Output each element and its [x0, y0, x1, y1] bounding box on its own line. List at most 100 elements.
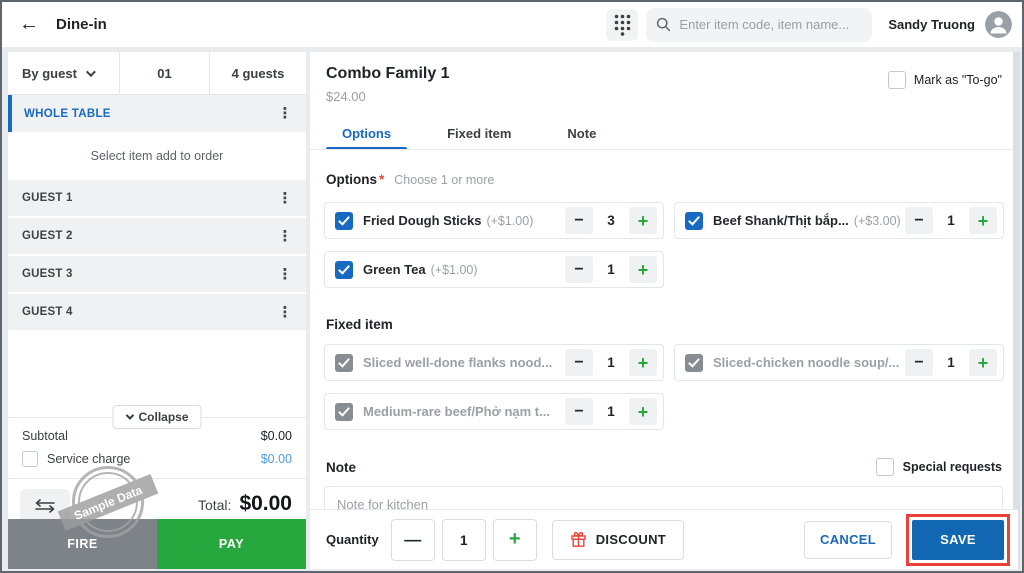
order-panel-header: By guest 01 4 guests: [8, 52, 306, 95]
collapse-label: Collapse: [138, 410, 189, 424]
guest-row-1[interactable]: GUEST 1 ⋮: [8, 180, 306, 216]
kebab-menu-icon[interactable]: ⋮: [277, 265, 293, 283]
kebab-menu-icon[interactable]: ⋮: [277, 189, 293, 207]
fixed-checkbox-checked: [335, 353, 353, 372]
decrease-button[interactable]: −: [565, 207, 593, 234]
page-title: Dine-in: [56, 16, 107, 33]
by-guest-label: By guest: [22, 65, 77, 81]
guest-label: GUEST 4: [22, 306, 73, 318]
decrease-button[interactable]: −: [565, 256, 593, 283]
quantity-stepper: − 1 +: [565, 349, 657, 376]
quantity-stepper: − 1 +: [565, 256, 657, 283]
save-highlight-annotation: SAVE: [906, 513, 1010, 566]
quantity-value: 1: [607, 404, 615, 419]
service-charge-checkbox[interactable]: [22, 451, 38, 467]
mark-togo-checkbox[interactable]: [887, 71, 906, 89]
increase-button[interactable]: +: [629, 349, 657, 376]
fixed-item-name: Sliced well-done flanks nood...: [363, 355, 553, 370]
discount-button[interactable]: DISCOUNT: [551, 519, 685, 560]
quantity-stepper: − 1 +: [905, 207, 997, 234]
subtotal-label: Subtotal: [22, 429, 68, 443]
total-row: Total: $0.00: [198, 492, 292, 516]
guest-label: GUEST 2: [22, 230, 73, 242]
decrease-button[interactable]: −: [565, 398, 593, 425]
increase-button[interactable]: +: [969, 207, 997, 234]
avatar[interactable]: [985, 11, 1012, 38]
item-quantity-decrease-button[interactable]: —: [390, 518, 435, 561]
tab-note[interactable]: Note: [567, 126, 597, 141]
decrease-button[interactable]: −: [905, 207, 933, 234]
search-icon: [657, 17, 671, 32]
whole-table-row[interactable]: WHOLE TABLE ⋮: [8, 95, 306, 132]
kebab-menu-icon[interactable]: ⋮: [277, 303, 293, 321]
gift-icon: [571, 531, 586, 547]
mark-togo-label: Mark as "To-go": [913, 73, 1002, 87]
decrease-button[interactable]: −: [905, 349, 933, 376]
fixed-section-heading: Fixed item: [326, 317, 393, 332]
subtotal-value: $0.00: [260, 429, 292, 443]
fire-button[interactable]: FIRE: [8, 519, 157, 569]
guest-row-4[interactable]: GUEST 4 ⋮: [8, 294, 306, 330]
quantity-value: 3: [607, 213, 615, 228]
option-name: Fried Dough Sticks: [363, 213, 482, 228]
kebab-menu-icon[interactable]: ⋮: [277, 227, 293, 245]
fixed-checkbox-checked: [335, 402, 353, 421]
tab-options[interactable]: Options: [314, 118, 419, 150]
item-price: $24.00: [326, 89, 366, 104]
option-checkbox-checked[interactable]: [685, 211, 703, 230]
whole-table-label: WHOLE TABLE: [24, 107, 111, 120]
options-section-heading: Options * Choose 1 or more: [326, 172, 494, 187]
increase-button[interactable]: +: [629, 256, 657, 283]
option-checkbox-checked[interactable]: [335, 211, 353, 230]
cancel-button[interactable]: CANCEL: [804, 520, 892, 559]
special-requests-checkbox[interactable]: [875, 458, 894, 476]
option-checkbox-checked[interactable]: [335, 260, 353, 279]
kebab-menu-icon[interactable]: ⋮: [277, 105, 293, 122]
chevron-down-icon: [125, 411, 135, 420]
keypad-icon[interactable]: [606, 8, 639, 41]
special-requests-control[interactable]: Special requests: [875, 458, 1002, 476]
mark-togo-control[interactable]: Mark as "To-go": [887, 71, 1002, 89]
item-title: Combo Family 1: [326, 65, 450, 82]
search-box[interactable]: [646, 7, 873, 42]
pay-button[interactable]: PAY: [157, 519, 306, 569]
quantity-value: 1: [607, 262, 615, 277]
guest-row-2[interactable]: GUEST 2 ⋮: [8, 218, 306, 254]
increase-button[interactable]: +: [969, 349, 997, 376]
option-card: Fried Dough Sticks (+$1.00) − 3 +: [324, 202, 664, 239]
guest-count-label: 4 guests: [231, 65, 285, 81]
swap-order-button[interactable]: [20, 489, 70, 523]
option-card: Green Tea (+$1.00) − 1 +: [324, 251, 664, 288]
item-action-bar: Quantity — 1 + DISCOUNT CANCEL: [310, 509, 1018, 569]
decrease-button[interactable]: −: [565, 349, 593, 376]
option-price: (+$1.00): [430, 262, 478, 277]
save-button[interactable]: SAVE: [912, 519, 1004, 560]
fixed-item-name: Sliced-chicken noodle soup/...: [713, 355, 900, 370]
back-arrow-icon[interactable]: ←: [19, 13, 39, 35]
options-heading-label: Options: [326, 172, 377, 187]
service-charge-label: Service charge: [47, 452, 131, 466]
quantity-value: 1: [947, 213, 955, 228]
table-number[interactable]: 01: [120, 52, 210, 94]
tab-fixed-item[interactable]: Fixed item: [447, 126, 512, 141]
total-label: Total:: [197, 497, 232, 513]
scrollbar-track[interactable]: [1013, 52, 1020, 569]
collapse-button[interactable]: Collapse: [112, 405, 202, 429]
discount-label: DISCOUNT: [595, 532, 667, 547]
item-quantity-value: 1: [441, 518, 486, 561]
option-card: Beef Shank/Thịt bắp... (+$3.00) − 1 +: [674, 202, 1004, 239]
increase-button[interactable]: +: [629, 207, 657, 234]
item-quantity-increase-button[interactable]: +: [492, 518, 537, 561]
quantity-value: 1: [607, 355, 615, 370]
options-hint: Choose 1 or more: [394, 173, 495, 187]
increase-button[interactable]: +: [629, 398, 657, 425]
item-detail-panel: Combo Family 1 $24.00 Mark as "To-go" Op…: [310, 52, 1018, 569]
search-input[interactable]: [679, 17, 863, 32]
divider: [310, 149, 1018, 150]
by-guest-dropdown[interactable]: By guest: [8, 52, 120, 94]
dialpad-icon: [614, 14, 631, 36]
guest-count[interactable]: 4 guests: [210, 52, 306, 94]
quantity-value: 1: [947, 355, 955, 370]
guest-row-3[interactable]: GUEST 3 ⋮: [8, 256, 306, 292]
